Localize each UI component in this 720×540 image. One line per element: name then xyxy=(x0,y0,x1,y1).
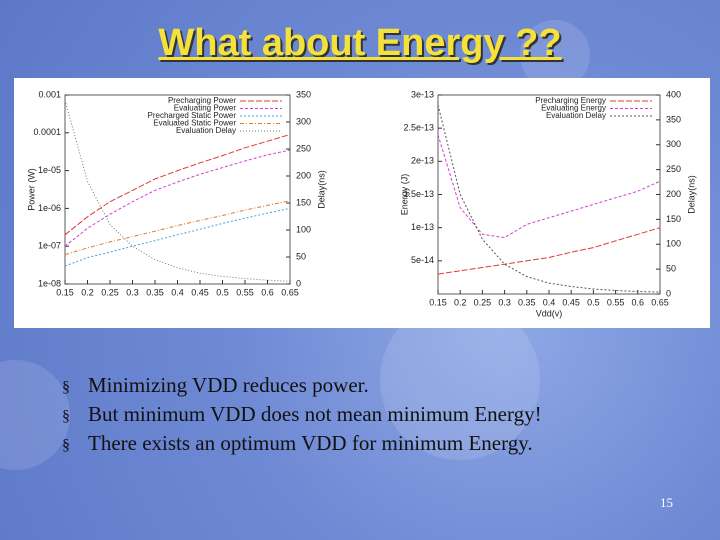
bubble xyxy=(0,360,70,470)
y-tick-label: 3e-13 xyxy=(411,89,434,99)
y-tick-label: 0.001 xyxy=(38,89,61,99)
legend-label: Precharging Power xyxy=(168,96,236,105)
x-tick-label: 0.45 xyxy=(562,297,580,307)
y2-axis-label: Delay(ns) xyxy=(316,170,326,209)
page-number: 15 xyxy=(660,495,673,510)
series-line xyxy=(64,207,291,267)
y-tick-label: 2e-13 xyxy=(411,156,434,166)
y2-tick-label: 200 xyxy=(666,189,681,199)
x-tick-label: 0.65 xyxy=(651,297,669,307)
x-tick-label: 0.15 xyxy=(429,297,447,307)
y-tick-label: 1e-13 xyxy=(411,222,434,232)
x-tick-label: 0.35 xyxy=(146,287,164,297)
y2-tick-label: 300 xyxy=(296,116,311,126)
bullet-list: Minimizing VDD reduces power. But minimu… xyxy=(62,373,542,460)
x-tick-label: 0.2 xyxy=(454,297,467,307)
legend-label: Evaluating Energy xyxy=(541,104,606,113)
series-line xyxy=(64,200,291,256)
charts: 0.15 0.2 0.25 0.3 0.35 0.4 0.45 0.5 0.55 0.6 0.65 1… xyxy=(26,89,696,318)
y2-tick-label: 400 xyxy=(666,89,681,99)
y-tick-label: 1.5e-13 xyxy=(403,189,434,199)
y2-tick-label: 350 xyxy=(666,114,681,124)
series-line xyxy=(64,134,291,236)
x-tick-label: 0.3 xyxy=(498,297,511,307)
y2-tick-label: 200 xyxy=(296,170,311,180)
bullet: But minimum VDD does not mean minimum En… xyxy=(62,402,542,427)
y-tick-label: 1e-07 xyxy=(38,241,61,251)
x-tick-label: 0.6 xyxy=(261,287,274,297)
plot-frame xyxy=(437,94,661,295)
series-line xyxy=(437,134,661,239)
y2-tick-label: 0 xyxy=(296,278,301,288)
legend-label: Evaluated Static Power xyxy=(153,119,236,128)
y2-tick-label: 150 xyxy=(296,197,311,207)
y-tick-label: 1e-05 xyxy=(38,165,61,175)
legend-label: Precharging Energy xyxy=(535,96,606,105)
y2-axis-label: Delay(ns) xyxy=(686,175,696,214)
y2-tick-label: 100 xyxy=(666,239,681,249)
x-tick-label: 0.55 xyxy=(607,297,625,307)
x-tick-label: 0.25 xyxy=(101,287,119,297)
x-tick-label: 0.55 xyxy=(236,287,254,297)
y-axis-label: Energy (J) xyxy=(399,174,409,216)
y2-tick-label: 300 xyxy=(666,139,681,149)
y-tick-label: 0.0001 xyxy=(33,127,61,137)
y2-tick-label: 100 xyxy=(296,224,311,234)
bullet: Minimizing VDD reduces power. xyxy=(62,373,542,398)
x-tick-label: 0.4 xyxy=(171,287,184,297)
x-tick-label: 0.5 xyxy=(216,287,229,297)
y-tick-label: 5e-14 xyxy=(411,255,434,265)
series-line xyxy=(437,227,661,275)
legend-label: Precharged Static Power xyxy=(148,111,237,120)
x-axis-label: Vdd(v) xyxy=(536,308,563,318)
y2-tick-label: 250 xyxy=(666,164,681,174)
x-tick-label: 0.2 xyxy=(81,287,94,297)
x-tick-label: 0.5 xyxy=(587,297,600,307)
y-axis-label: Power (W) xyxy=(26,168,36,211)
y-tick-label: 2.5e-13 xyxy=(403,123,434,133)
y2-tick-label: 50 xyxy=(296,251,306,261)
slide-title: What about Energy ?? xyxy=(158,22,562,64)
x-tick-label: 0.45 xyxy=(191,287,209,297)
series-line xyxy=(64,149,291,247)
legend-label: Evaluating Power xyxy=(174,104,237,113)
y2-tick-label: 250 xyxy=(296,143,311,153)
legend-label: Evaluation Delay xyxy=(176,126,236,135)
y2-tick-label: 150 xyxy=(666,214,681,224)
x-tick-label: 0.6 xyxy=(632,297,645,307)
x-tick-label: 0.65 xyxy=(281,287,299,297)
y2-tick-label: 0 xyxy=(666,288,671,298)
x-tick-label: 0.3 xyxy=(126,287,139,297)
x-tick-label: 0.25 xyxy=(474,297,492,307)
y-tick-label: 1e-08 xyxy=(38,278,61,288)
x-tick-label: 0.15 xyxy=(56,287,74,297)
bullet: There exists an optimum VDD for minimum … xyxy=(62,431,542,456)
chart-panel: 0.15 0.2 0.25 0.3 0.35 0.4 0.45 0.5 0.55 0.6 0.65 1… xyxy=(14,78,710,328)
x-tick-label: 0.4 xyxy=(543,297,556,307)
y-tick-label: 1e-06 xyxy=(38,203,61,213)
series-line xyxy=(437,104,661,293)
x-tick-label: 0.35 xyxy=(518,297,536,307)
y2-tick-label: 50 xyxy=(666,264,676,274)
legend-label: Evaluation Delay xyxy=(546,111,606,120)
y2-tick-label: 350 xyxy=(296,89,311,99)
